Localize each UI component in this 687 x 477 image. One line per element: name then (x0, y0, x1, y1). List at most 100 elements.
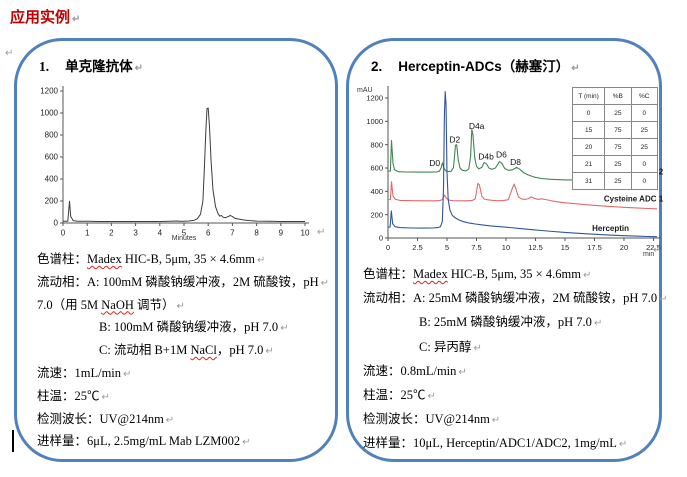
trace-mab-lzm002 (63, 107, 305, 222)
paragraph-mark: ↵ (659, 294, 668, 306)
paragraph-mark: ↵ (280, 323, 289, 335)
y-tick-label: 1200 (366, 94, 383, 103)
condition-text: 色谱柱： (363, 267, 414, 281)
example-panel-monoclonal-antibody: 1. 单克隆抗体 ↵ 0 200 400 600 800 1000 1200 0 1 2 3 4 5 6 7 8 9… (14, 38, 338, 462)
condition-text: 柱温：25℃ (363, 388, 426, 403)
y-tick-label: 400 (370, 187, 383, 196)
y-tick-label: 1000 (40, 109, 58, 118)
paragraph-mark: ↵ (265, 346, 274, 358)
peak-label-d4b: D4b (478, 152, 494, 162)
gradient-table-cell: 0 (630, 172, 659, 190)
gradient-table-row: 15 75 25 (571, 121, 659, 139)
misspelled-word: NaOH (101, 297, 134, 312)
paragraph-mark: ↵ (491, 415, 501, 427)
gradient-table-cell: 25 (630, 121, 659, 139)
paragraph-mark: ↵ (256, 255, 266, 266)
condition-text: B: 25mM 磷酸钠缓冲液，pH 7.0 (419, 315, 592, 330)
trace-label-herceptin: Herceptin (592, 224, 629, 233)
peak-label-d6: D6 (496, 150, 507, 160)
condition-text: 7.0（用 5M (37, 297, 102, 312)
condition-line: 色谱柱：Madex HIC-B, 5μm, 35 × 4.6mm ↵ (37, 249, 333, 272)
y-tick-label: 600 (45, 153, 59, 162)
condition-text: 调节） (133, 297, 175, 312)
y-tick-label: 200 (370, 210, 383, 219)
x-tick-label: 15 (561, 243, 569, 252)
gradient-table-cell: 20 (571, 138, 606, 156)
condition-line: C: 异丙醇 ↵ (363, 336, 661, 360)
condition-text: 流动相：A: 25mM 磷酸钠缓冲液，2M 硫酸铵，pH 7.0 (363, 291, 658, 306)
paragraph-mark: ↵ (123, 368, 132, 380)
y-tick-label: 0 (54, 219, 59, 228)
paragraph-mark: ↵ (582, 270, 592, 281)
x-tick-label: 4 (158, 229, 163, 238)
x-tick-label: 5 (182, 229, 187, 238)
x-axis-label: Minutes (172, 235, 197, 242)
condition-text: 流动相：A: 100mM 磷酸钠缓冲液，2M 硫酸铵，pH (37, 274, 319, 289)
condition-line: 检测波长：UV@214nm ↵ (37, 409, 333, 432)
x-tick-label: 0 (386, 243, 390, 252)
x-tick-label: 9 (279, 229, 284, 238)
panel1-heading: 1. 单克隆抗体 ↵ (39, 55, 143, 75)
gradient-table-cell: 31 (571, 172, 606, 190)
conditions-list-1: 色谱柱：Madex HIC-B, 5μm, 35 × 4.6mm ↵ 流动相：A: … (37, 249, 333, 454)
paragraph-mark: ↵ (473, 342, 482, 354)
x-axis-label: min (643, 251, 654, 258)
gradient-table-cell: 75 (604, 121, 632, 139)
condition-text: 柱温：25℃ (37, 388, 100, 403)
condition-line: 检测波长：UV@214nm ↵ (363, 408, 661, 432)
condition-text: 色谱柱： (37, 252, 88, 266)
condition-text: HIC-B, 5μm, 35 × 4.6mm (447, 267, 581, 281)
condition-text: 检测波长：UV@214nm (37, 411, 164, 426)
gradient-table-header-cell: %C (630, 87, 659, 105)
y-tick-label: 200 (45, 197, 59, 206)
paragraph-mark: ↵ (427, 391, 436, 403)
gradient-table-cell: 75 (604, 138, 632, 156)
condition-line: 流动相：A: 100mM 磷酸钠缓冲液，2M 硫酸铵，pH ↵ (37, 272, 333, 295)
condition-text: 流速：1mL/min (37, 365, 122, 380)
condition-text: B: 100mM 磷酸钠缓冲液，pH 7.0 (99, 320, 279, 335)
gradient-table-cell: 21 (571, 155, 606, 173)
gradient-table-cell: 25 (604, 172, 632, 190)
x-tick-label: 2 (109, 229, 114, 238)
condition-line: 柱温：25℃ ↵ (363, 384, 661, 408)
misspelled-word: Madex (413, 267, 448, 281)
peak-label-d2: D2 (449, 135, 460, 145)
x-tick-label: 22.5 (646, 243, 661, 252)
condition-line: B: 25mM 磷酸钠缓冲液，pH 7.0 ↵ (363, 311, 661, 335)
gradient-table-row: 21 25 0 (571, 155, 659, 173)
x-tick-label: 8 (254, 229, 259, 238)
gradient-table-cell: 0 (571, 104, 606, 122)
condition-line: 进样量：10μL, Herceptin/ADC1/ADC2, 1mg/mL ↵ (363, 432, 661, 456)
condition-text: C: 流动相 B+1M (99, 343, 191, 358)
y-tick-label: 1000 (366, 117, 383, 126)
panel2-number: 2. (371, 59, 383, 74)
condition-text: C: 异丙醇 (419, 339, 472, 354)
misspelled-word: Madex (87, 252, 122, 266)
x-tick-label: 3 (133, 229, 138, 238)
condition-text: ，pH 7.0 (216, 343, 264, 358)
paragraph-mark: ↵ (165, 414, 175, 426)
chromatogram-mab: 0 200 400 600 800 1000 1200 0 1 2 3 4 5 6 7 8 9 10 Minutes… (17, 77, 333, 247)
gradient-table-cell: 25 (630, 138, 659, 156)
trace-cysteine-adc-2 (387, 129, 658, 182)
x-tick-label: 10 (502, 243, 510, 252)
peak-label-d4a: D4a (469, 121, 485, 131)
gradient-table: T (min) %B %C 0 25 0 15 75 25 20 75 25 21 25 0 31 25 0 (571, 87, 659, 190)
paragraph-mark: ↵ (320, 277, 329, 289)
conditions-list-2: 色谱柱：Madex HIC-B, 5μm, 35 × 4.6mm ↵ 流动相：A: … (363, 263, 668, 457)
y-tick-label: 800 (370, 140, 383, 149)
condition-text: 进样量：6μL, 2.5mg/mL Mab LZM002 (37, 434, 241, 449)
page-title-text: 应用实例 (10, 9, 71, 26)
condition-line: 流动相：A: 25mM 磷酸钠缓冲液，2M 硫酸铵，pH 7.0 ↵ (363, 287, 668, 311)
trace-cysteine-adc-1 (387, 181, 658, 210)
empty-paragraph-mark: ., (363, 445, 368, 454)
condition-text: HIC-B, 5μm, 35 × 4.6mm (121, 252, 255, 266)
empty-paragraph-mark: ., (37, 439, 42, 448)
peak-label-d8: D8 (510, 157, 521, 167)
condition-line: 色谱柱：Madex HIC-B, 5μm, 35 × 4.6mm ↵ (363, 263, 661, 287)
y-tick-label: 0 (379, 234, 383, 243)
gradient-table-cell: 0 (630, 104, 659, 122)
gradient-table-row: 20 75 25 (571, 138, 659, 156)
paragraph-mark: ↵ (653, 245, 662, 256)
